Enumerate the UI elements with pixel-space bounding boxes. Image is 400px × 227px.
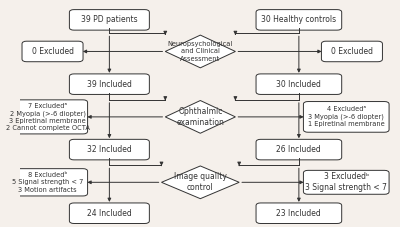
FancyBboxPatch shape <box>304 170 389 194</box>
Text: 0 Excluded: 0 Excluded <box>32 47 74 56</box>
FancyBboxPatch shape <box>304 101 389 132</box>
Polygon shape <box>165 101 235 133</box>
Text: 39 PD patients: 39 PD patients <box>81 15 138 24</box>
FancyBboxPatch shape <box>8 169 88 196</box>
Text: 4 Excludedᵃ
3 Myopia (>-6 diopter)
1 Epiretinal membrane: 4 Excludedᵃ 3 Myopia (>-6 diopter) 1 Epi… <box>308 106 385 127</box>
Text: 23 Included: 23 Included <box>276 209 321 218</box>
FancyBboxPatch shape <box>322 41 382 62</box>
Text: 30 Included: 30 Included <box>276 80 321 89</box>
Text: 26 Included: 26 Included <box>276 145 321 154</box>
FancyBboxPatch shape <box>256 203 342 224</box>
FancyBboxPatch shape <box>256 74 342 94</box>
FancyBboxPatch shape <box>69 203 149 224</box>
Text: 7 Excludedᵃ
2 Myopia (>-6 diopter)
3 Epiretinal membrane
2 Cannot complete OCTA: 7 Excludedᵃ 2 Myopia (>-6 diopter) 3 Epi… <box>6 103 90 131</box>
FancyBboxPatch shape <box>69 139 149 160</box>
Text: 3 Excludedᵇ
3 Signal strength < 7: 3 Excludedᵇ 3 Signal strength < 7 <box>305 173 387 192</box>
Text: 32 Included: 32 Included <box>87 145 132 154</box>
FancyBboxPatch shape <box>69 10 149 30</box>
Polygon shape <box>165 35 235 68</box>
FancyBboxPatch shape <box>8 100 88 134</box>
FancyBboxPatch shape <box>256 139 342 160</box>
Text: 8 Excludedᵇ
5 Signal strength < 7
3 Motion artifacts: 8 Excludedᵇ 5 Signal strength < 7 3 Moti… <box>12 172 83 192</box>
Text: 24 Included: 24 Included <box>87 209 132 218</box>
Text: Neuropsychological
and Clinical
Assessment: Neuropsychological and Clinical Assessme… <box>168 41 233 62</box>
Text: Image quality
control: Image quality control <box>174 173 227 192</box>
FancyBboxPatch shape <box>22 41 83 62</box>
FancyBboxPatch shape <box>69 74 149 94</box>
Text: 30 Healthy controls: 30 Healthy controls <box>261 15 336 24</box>
Text: Ophthalmic
examination: Ophthalmic examination <box>176 107 224 127</box>
FancyBboxPatch shape <box>256 10 342 30</box>
Polygon shape <box>162 166 239 199</box>
Text: 39 Included: 39 Included <box>87 80 132 89</box>
Text: 0 Excluded: 0 Excluded <box>331 47 373 56</box>
